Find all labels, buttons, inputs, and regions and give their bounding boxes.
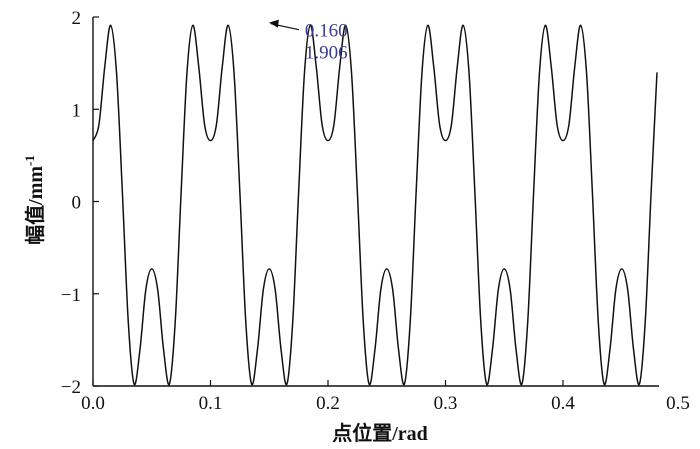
series-line [92,24,658,386]
y-tick-label: 2 [72,8,82,29]
x-axis-label: 点位置/rad [332,421,428,445]
x-tick-label: 0.5 [666,393,690,414]
y-axis-label-main: 幅值/mm [23,166,47,245]
annotation-x-value: 0.160 [305,21,348,42]
x-tick-label: 0.3 [434,393,458,414]
x-tick-label: 0.4 [551,393,575,414]
x-tick-label: 0.1 [199,393,223,414]
y-tick-label: 0 [72,193,82,214]
ticks: 0.0 0.1 0.2 0.3 0.4 0.5 2 1 0 −1 −2 [61,8,690,414]
x-tick-label: 0.2 [316,393,340,414]
x-tick-label: 0.0 [81,393,105,414]
annotation-y-value: 1.906 [305,43,348,64]
y-tick-label: −1 [61,285,81,306]
y-tick-label: 1 [72,100,82,121]
series [92,24,658,386]
y-axis-label: 幅值/mm-1 [22,155,47,245]
y-axis-label-sup: -1 [22,155,37,166]
annotation-arrowhead [268,19,279,28]
y-tick-label: −2 [61,377,81,398]
